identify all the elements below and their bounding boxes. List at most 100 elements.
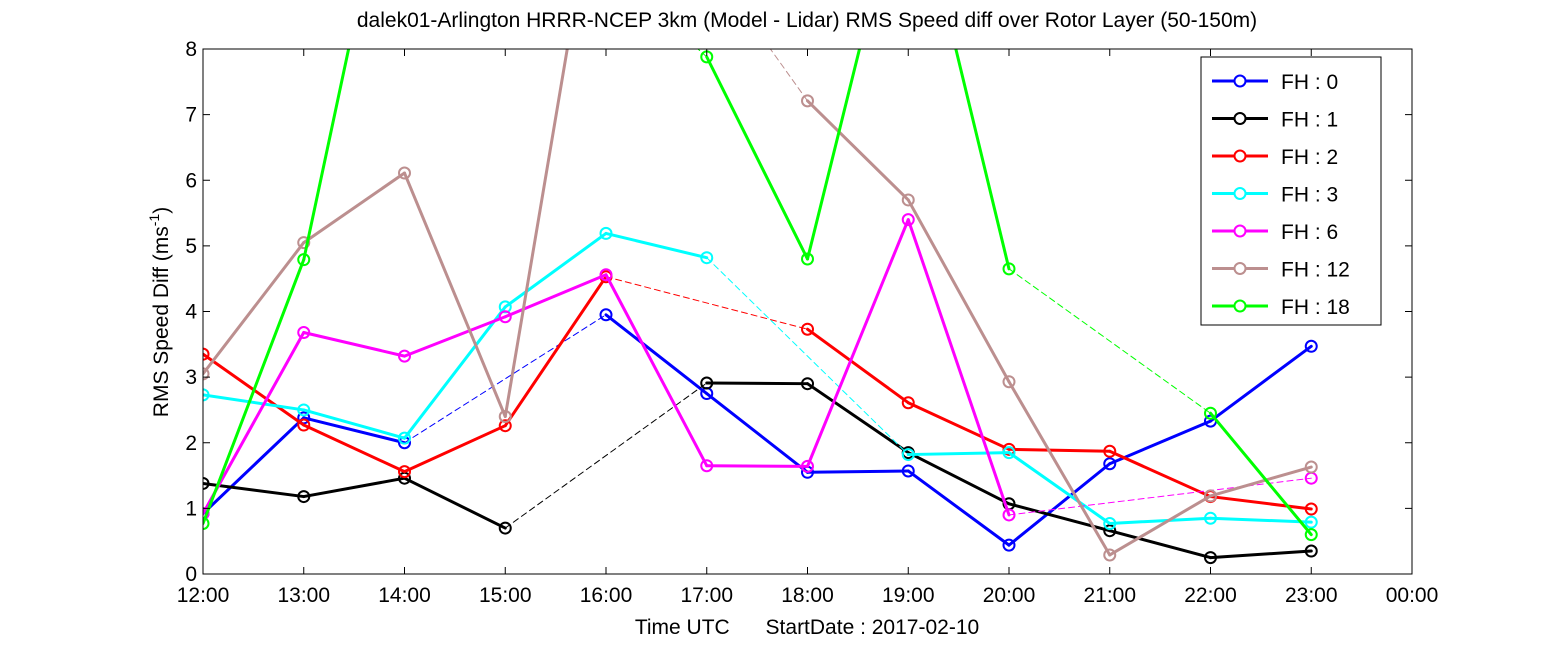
data-point [203, 388, 210, 402]
x-axis: 12:00 13:00 14:00 15:00 16:00 17:00 18:00 19:00… [177, 49, 1438, 607]
series-line-segment [1108, 494, 1212, 557]
data-point [498, 300, 512, 314]
series-4 [203, 213, 1318, 522]
data-point [700, 251, 714, 265]
data-point [801, 377, 814, 391]
series-gap-segment [706, 257, 909, 456]
y-axis-label-main: RMS Speed Diff (ms [150, 226, 173, 417]
y-tick-label: 6 [185, 169, 197, 192]
legend-marker [1233, 187, 1247, 200]
data-point [398, 431, 411, 445]
x-tick-label: 23:00 [1285, 584, 1338, 607]
y-tick-label: 2 [185, 432, 197, 455]
data-point [1204, 489, 1217, 503]
legend-marker [1233, 299, 1247, 313]
y-axis: 0 1 2 3 4 5 6 7 8 [185, 38, 1412, 586]
data-point [498, 419, 512, 433]
x-axis-label-gap [738, 616, 744, 639]
series-line-segment [806, 218, 910, 468]
data-point [901, 464, 915, 478]
series-line-segment [1007, 447, 1112, 453]
series-line-segment [705, 392, 809, 474]
series-line-segment [203, 241, 306, 376]
data-point [297, 418, 311, 432]
series-line-segment [503, 231, 608, 309]
data-point [1304, 544, 1318, 558]
x-tick-label: 20:00 [983, 584, 1036, 607]
series-line-segment [806, 99, 910, 202]
series-line-segment [806, 49, 862, 261]
data-point [1002, 446, 1016, 460]
series-line-segment [705, 464, 809, 468]
data-point [1103, 524, 1117, 538]
legend-label: FH : 18 [1281, 296, 1350, 319]
series-line-segment [806, 327, 910, 405]
legend-marker [1233, 149, 1247, 163]
series-line-segment [604, 313, 709, 396]
legend-label: FH : 6 [1281, 221, 1338, 244]
y-tick-label: 3 [185, 366, 197, 389]
series-line-segment [302, 408, 406, 440]
series-gap-segment [1008, 268, 1211, 414]
legend-label: FH : 1 [1281, 109, 1338, 132]
series-layer [203, 49, 1318, 565]
data-point [1204, 551, 1217, 565]
y-tick-label: 4 [185, 301, 197, 324]
legend-marker [1233, 112, 1247, 125]
series-line-segment [705, 55, 809, 261]
y-tick-label: 8 [185, 38, 197, 61]
series-line-segment [806, 382, 910, 455]
data-point [297, 490, 311, 504]
data-point [398, 465, 411, 479]
x-tick-label: 18:00 [781, 584, 834, 607]
series-line-segment [403, 305, 507, 440]
x-axis-label-startdate: StartDate : 2017-02-10 [766, 616, 980, 639]
data-point [901, 213, 915, 227]
series-line-segment [302, 49, 351, 262]
data-point [1204, 511, 1217, 525]
y-tick-label: 0 [185, 563, 197, 586]
data-point [1103, 548, 1117, 562]
series-line-segment [1209, 411, 1313, 537]
series-line-segment [906, 198, 1011, 384]
series-2 [203, 270, 1318, 516]
series-line-segment [906, 218, 1011, 517]
data-point [1002, 375, 1016, 389]
series-line-segment [906, 401, 1011, 451]
data-point [398, 166, 411, 180]
x-tick-label: 16:00 [580, 584, 633, 607]
series-line-segment [302, 423, 406, 474]
y-axis-label-unit-exponent: -1 [146, 214, 162, 227]
legend-label: FH : 12 [1281, 259, 1350, 282]
data-point [297, 326, 311, 339]
series-line-segment [1007, 451, 1112, 525]
series-line-segment [1108, 449, 1212, 499]
data-point [498, 310, 512, 324]
series-line-segment [906, 469, 1011, 547]
series-gap-segment [404, 314, 607, 444]
series-line-segment [1108, 419, 1212, 466]
series-line-segment [203, 393, 306, 412]
series-line-segment [302, 331, 406, 358]
y-axis-label-close: ) [150, 207, 173, 214]
series-line-segment [1007, 380, 1112, 557]
y-tick-label: 1 [185, 497, 197, 520]
x-tick-label: 12:00 [177, 584, 230, 607]
series-5 [203, 49, 1318, 562]
series-line-segment [302, 416, 406, 445]
x-axis-label: Time UTC StartDate : 2017-02-10 [635, 616, 979, 639]
data-point [1103, 444, 1117, 458]
x-tick-label: 22:00 [1184, 584, 1237, 607]
series-line-segment [503, 49, 569, 418]
data-point [1002, 262, 1016, 276]
series-line-segment [302, 476, 406, 499]
data-point [1103, 516, 1117, 530]
series-line-segment [1209, 549, 1313, 560]
legend-marker [1233, 224, 1247, 238]
series-line-segment [806, 469, 910, 474]
series-gap-segment [605, 276, 808, 330]
series-line-segment [1108, 529, 1212, 560]
series-line-segment [1108, 516, 1212, 525]
series-line-segment [1209, 495, 1313, 511]
series-line-segment [403, 424, 507, 474]
